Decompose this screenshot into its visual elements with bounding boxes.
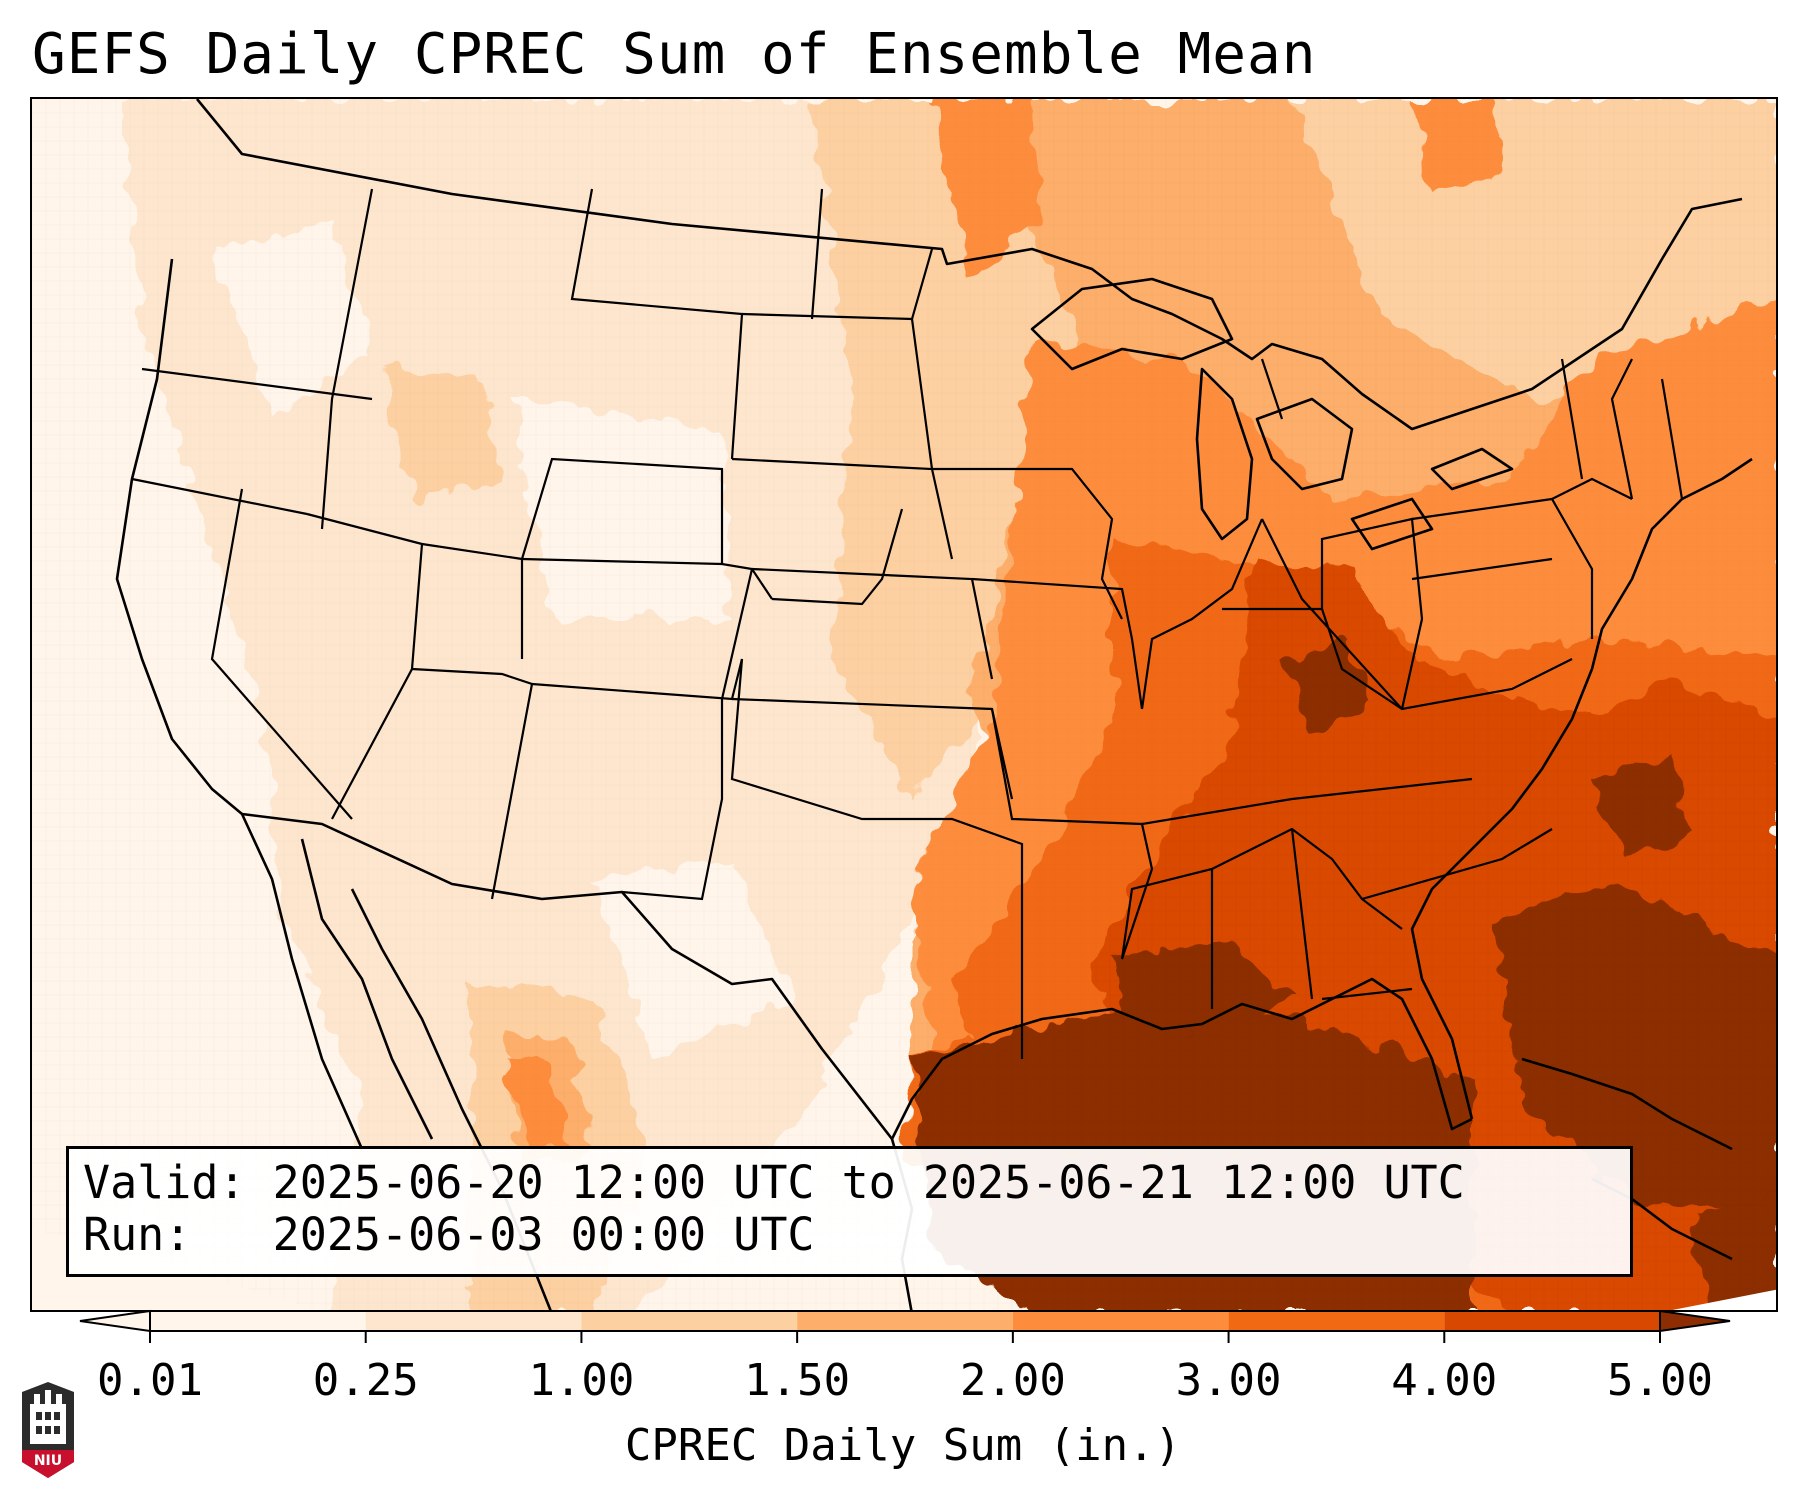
colorbar-tick-label: 0.01: [97, 1355, 203, 1406]
colorbar-tick-label: 1.50: [744, 1355, 851, 1406]
colorbar-bin: [1012, 1311, 1229, 1331]
run-row: Run: 2025-06-03 00:00 UTC: [83, 1209, 1616, 1261]
colorbar-tick-label: 0.25: [312, 1355, 419, 1406]
colorbar-outline: [149, 1310, 1661, 1332]
logo-text: NIU: [34, 1453, 62, 1469]
colorbar-tick-label: 2.00: [959, 1355, 1066, 1406]
colorbar-bin: [1444, 1311, 1660, 1331]
colorbar-tick-label: 1.00: [528, 1355, 635, 1406]
colorbar-bin: [1228, 1311, 1445, 1331]
colorbar-bin: [150, 1311, 366, 1331]
run-label: Run:: [83, 1208, 192, 1261]
colorbar-bin: [365, 1311, 582, 1331]
valid-run-info: Valid: 2025-06-20 12:00 UTC to 2025-06-2…: [66, 1146, 1633, 1277]
colorbar-bin: [797, 1311, 1013, 1331]
niu-logo: NIU: [22, 1382, 74, 1478]
precipitation-map: [32, 99, 1776, 1310]
valid-row: Valid: 2025-06-20 12:00 UTC to 2025-06-2…: [83, 1157, 1616, 1209]
valid-value: 2025-06-20 12:00 UTC to 2025-06-21 12:00…: [272, 1156, 1465, 1209]
colorbar-tick-label: 4.00: [1391, 1355, 1498, 1406]
state-borders: [131, 188, 1684, 1059]
map-title: GEFS Daily CPREC Sum of Ensemble Mean: [32, 22, 1317, 87]
map-panel: [30, 97, 1778, 1312]
colorbar-label: CPREC Daily Sum (in.): [624, 1420, 1182, 1471]
colorbar-extend-low: [79, 1309, 151, 1333]
colorbar: [79, 1309, 1731, 1343]
valid-label: Valid:: [83, 1156, 246, 1209]
colorbar-tick-label: 3.00: [1175, 1355, 1282, 1406]
colorbar-bin: [581, 1311, 798, 1331]
colorbar-extend-high: [1659, 1309, 1731, 1333]
run-value: 2025-06-03 00:00 UTC: [272, 1208, 815, 1261]
colorbar-tick-label: 5.00: [1607, 1355, 1713, 1406]
